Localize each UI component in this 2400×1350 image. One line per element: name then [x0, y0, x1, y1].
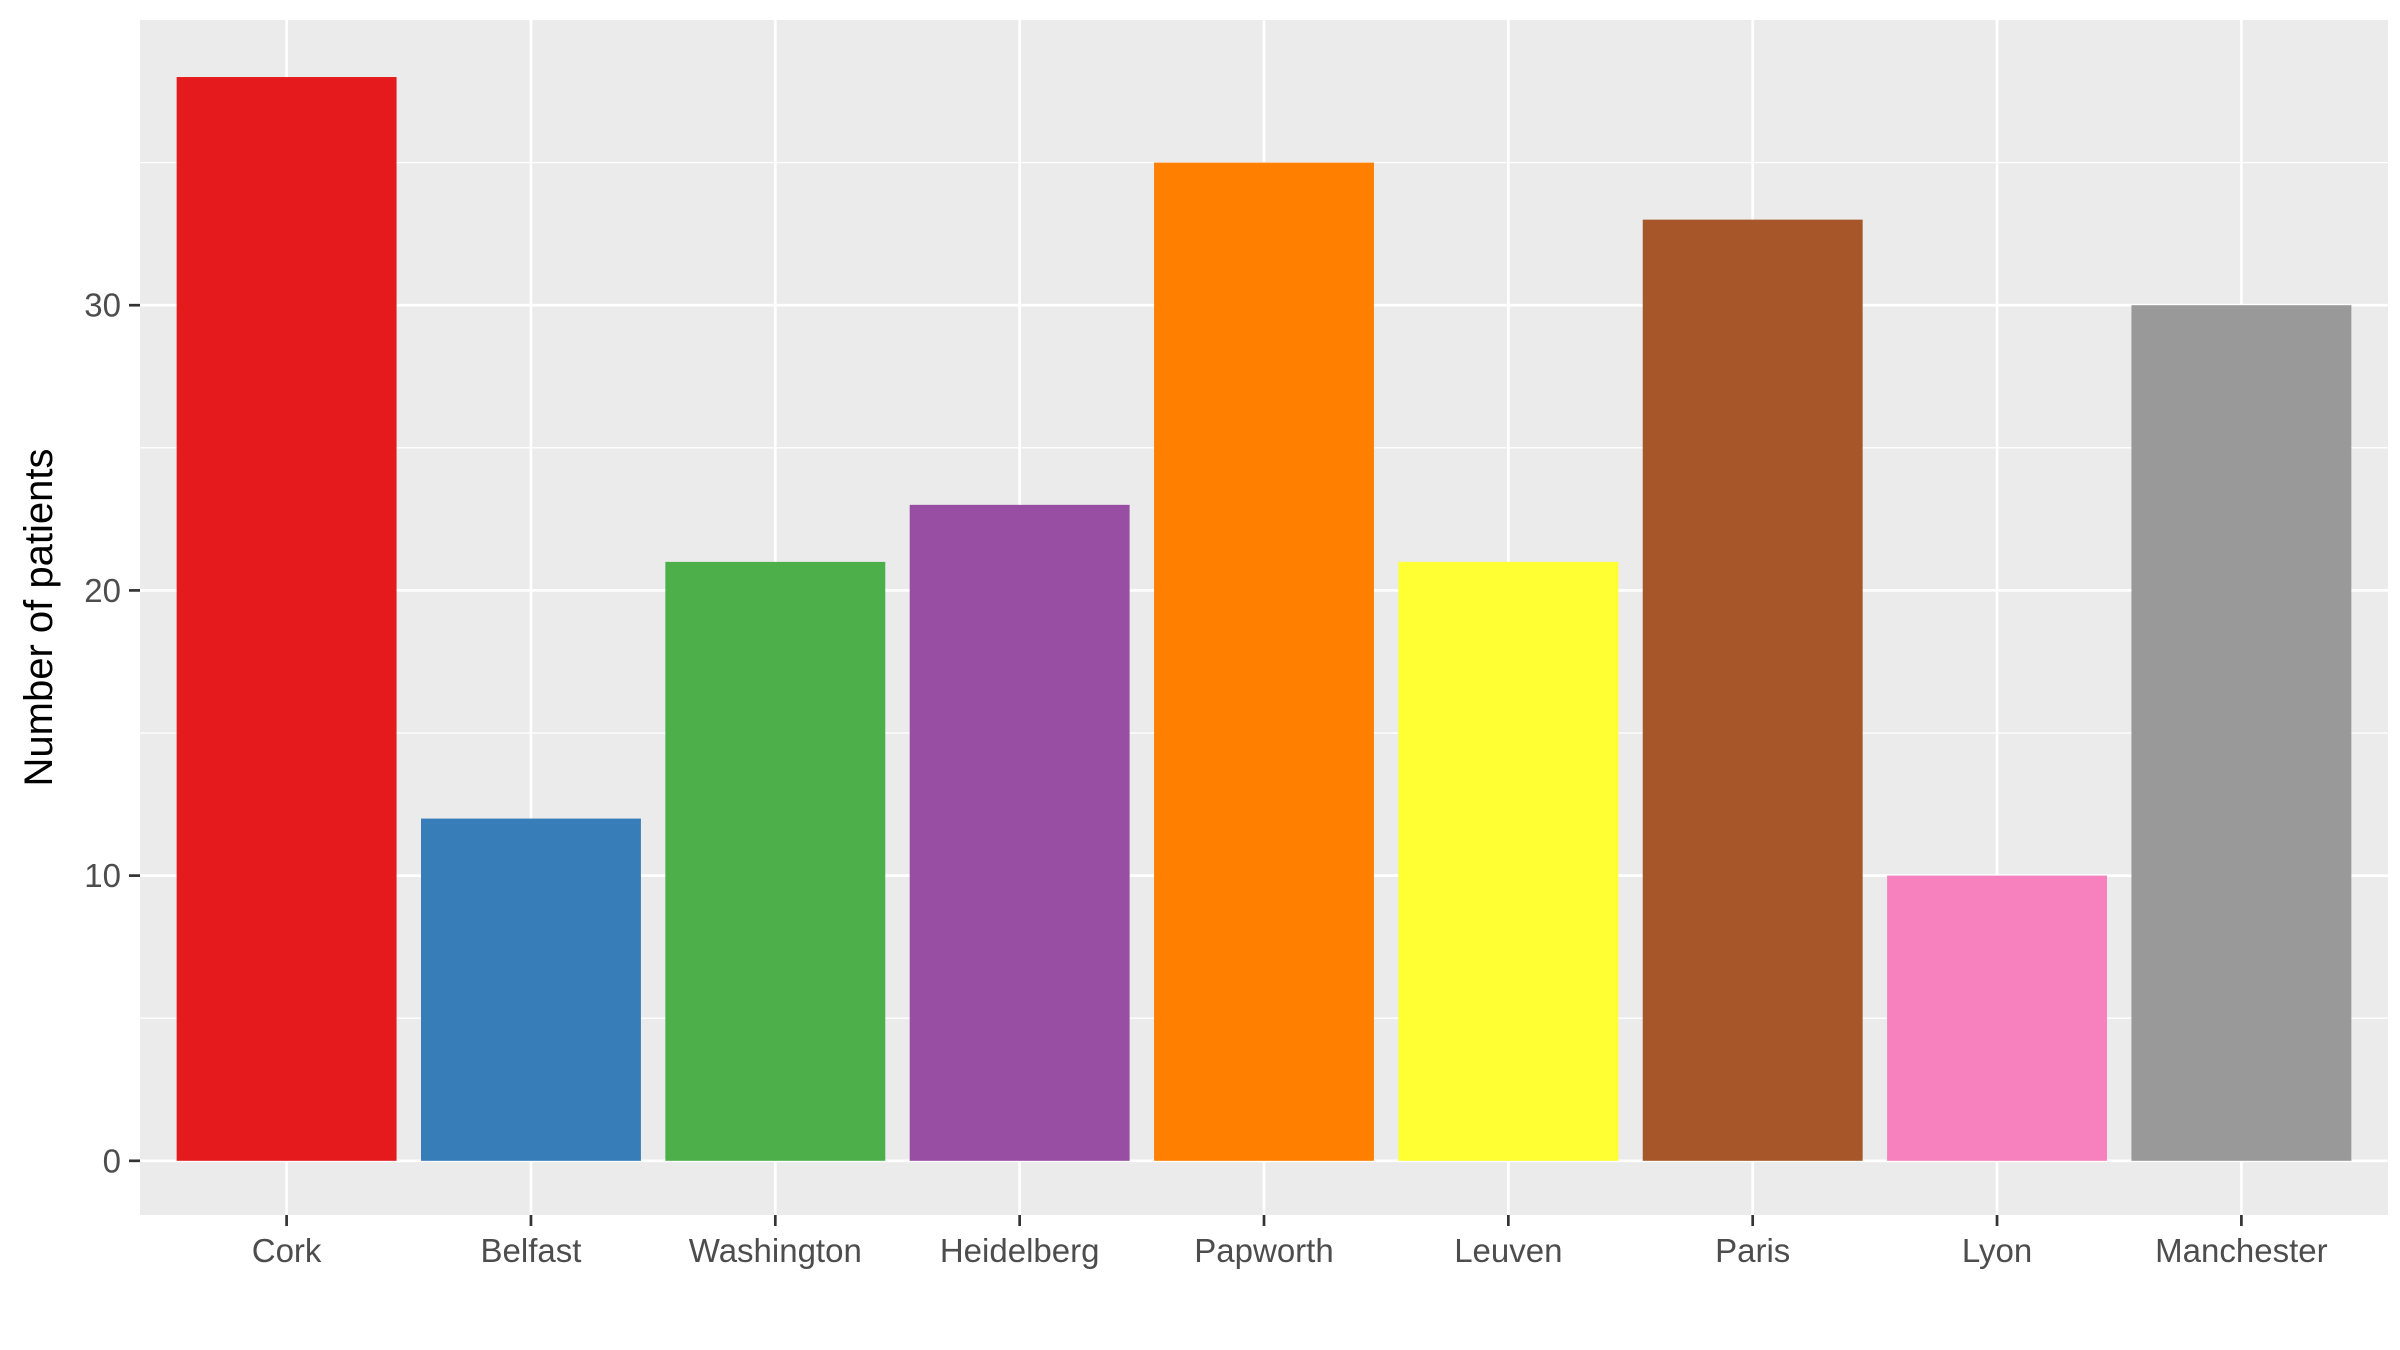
x-tick-label: Belfast — [481, 1232, 582, 1269]
bar-paris — [1642, 219, 1863, 1161]
y-axis-ticks: 0 10 20 30 — [84, 287, 140, 1179]
y-tick-label: 10 — [84, 857, 121, 894]
bar-cork — [176, 77, 397, 1161]
y-tick-label: 20 — [84, 572, 121, 609]
bar-heidelberg — [909, 504, 1130, 1161]
x-axis-ticks: Cork Belfast Washington Heidelberg Papworth L… — [252, 1215, 2328, 1269]
bars — [176, 77, 2352, 1161]
bar-lyon — [1887, 875, 2107, 1161]
bar-manchester — [2131, 305, 2352, 1161]
bar-papworth — [1154, 162, 1374, 1161]
bar-leuven — [1398, 561, 1619, 1161]
x-tick-label: Paris — [1715, 1232, 1790, 1269]
x-tick-label: Washington — [689, 1232, 862, 1269]
x-tick-label: Manchester — [2155, 1232, 2327, 1269]
x-tick-label: Papworth — [1194, 1232, 1333, 1269]
bar-washington — [665, 561, 886, 1161]
x-tick-label: Leuven — [1454, 1232, 1562, 1269]
x-tick-label: Lyon — [1962, 1232, 2032, 1269]
x-tick-label: Cork — [252, 1232, 322, 1269]
bar-belfast — [421, 818, 641, 1161]
y-tick-label: 30 — [84, 287, 121, 324]
x-tick-label: Heidelberg — [940, 1232, 1100, 1269]
y-tick-label: 0 — [103, 1142, 121, 1179]
y-axis-title: Number of patients — [17, 449, 61, 787]
